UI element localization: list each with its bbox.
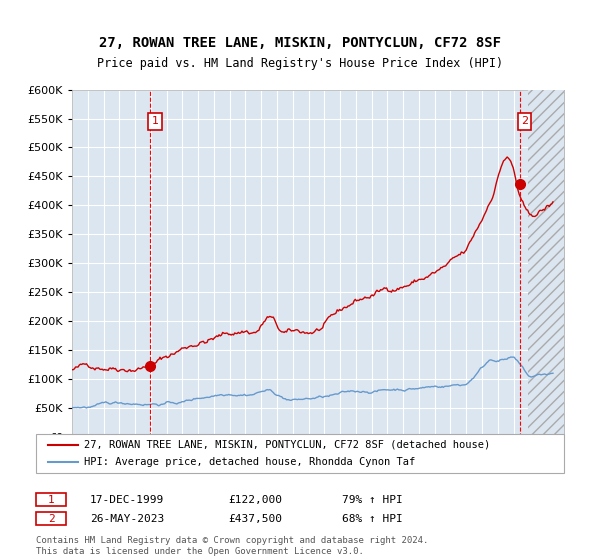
Text: £437,500: £437,500 (228, 514, 282, 524)
Text: 1: 1 (47, 494, 55, 505)
Text: 2: 2 (47, 514, 55, 524)
Text: 26-MAY-2023: 26-MAY-2023 (90, 514, 164, 524)
Text: 1: 1 (151, 116, 158, 127)
Text: 2: 2 (521, 116, 528, 127)
Text: 68% ↑ HPI: 68% ↑ HPI (342, 514, 403, 524)
Text: 79% ↑ HPI: 79% ↑ HPI (342, 494, 403, 505)
Bar (528, 90, 564, 437)
Text: 17-DEC-1999: 17-DEC-1999 (90, 494, 164, 505)
Text: 27, ROWAN TREE LANE, MISKIN, PONTYCLUN, CF72 8SF: 27, ROWAN TREE LANE, MISKIN, PONTYCLUN, … (99, 36, 501, 50)
Text: Contains HM Land Registry data © Crown copyright and database right 2024.
This d: Contains HM Land Registry data © Crown c… (36, 536, 428, 556)
Text: £122,000: £122,000 (228, 494, 282, 505)
Text: HPI: Average price, detached house, Rhondda Cynon Taf: HPI: Average price, detached house, Rhon… (84, 457, 415, 467)
Text: 27, ROWAN TREE LANE, MISKIN, PONTYCLUN, CF72 8SF (detached house): 27, ROWAN TREE LANE, MISKIN, PONTYCLUN, … (84, 440, 490, 450)
Text: Price paid vs. HM Land Registry's House Price Index (HPI): Price paid vs. HM Land Registry's House … (97, 57, 503, 70)
